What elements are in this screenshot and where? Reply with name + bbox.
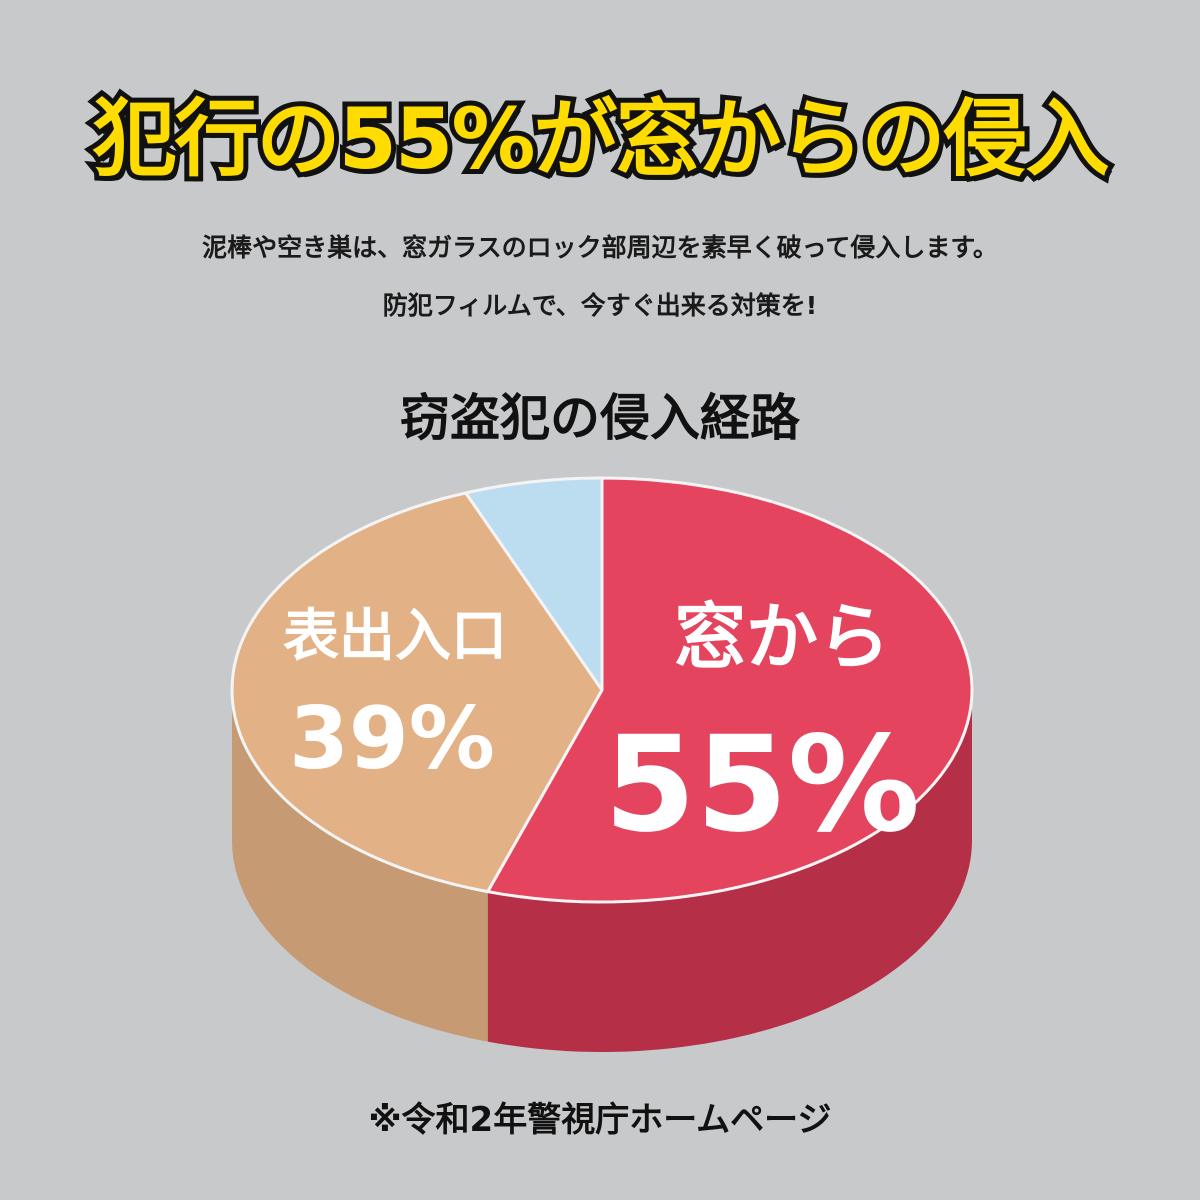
slice-value-entrance: 39% bbox=[289, 689, 495, 789]
description-line-1: 泥棒や空き巣は、窓ガラスのロック部周辺を素早く破って侵入します。 bbox=[202, 233, 998, 262]
chart-title: 窃盗犯の侵入経路 bbox=[400, 389, 800, 447]
pie-side-0 bbox=[487, 690, 972, 1052]
source-note: ※令和2年警視庁ホームページ bbox=[368, 1100, 832, 1140]
slice-value-window: 55% bbox=[604, 708, 920, 862]
description-line-2: 防犯フィルムで、今すぐ出来る対策を! bbox=[382, 291, 818, 320]
slice-label-window: 窓から bbox=[674, 595, 890, 679]
headline: 犯行の55%が窓からの侵入 bbox=[87, 85, 1114, 193]
pie-slice-1 bbox=[230, 491, 604, 894]
slice-label-entrance: 表出入口 bbox=[283, 604, 507, 669]
pie-slice-0 bbox=[486, 476, 974, 904]
pie-side-1 bbox=[232, 690, 488, 1042]
pie-slice-2 bbox=[464, 476, 604, 692]
